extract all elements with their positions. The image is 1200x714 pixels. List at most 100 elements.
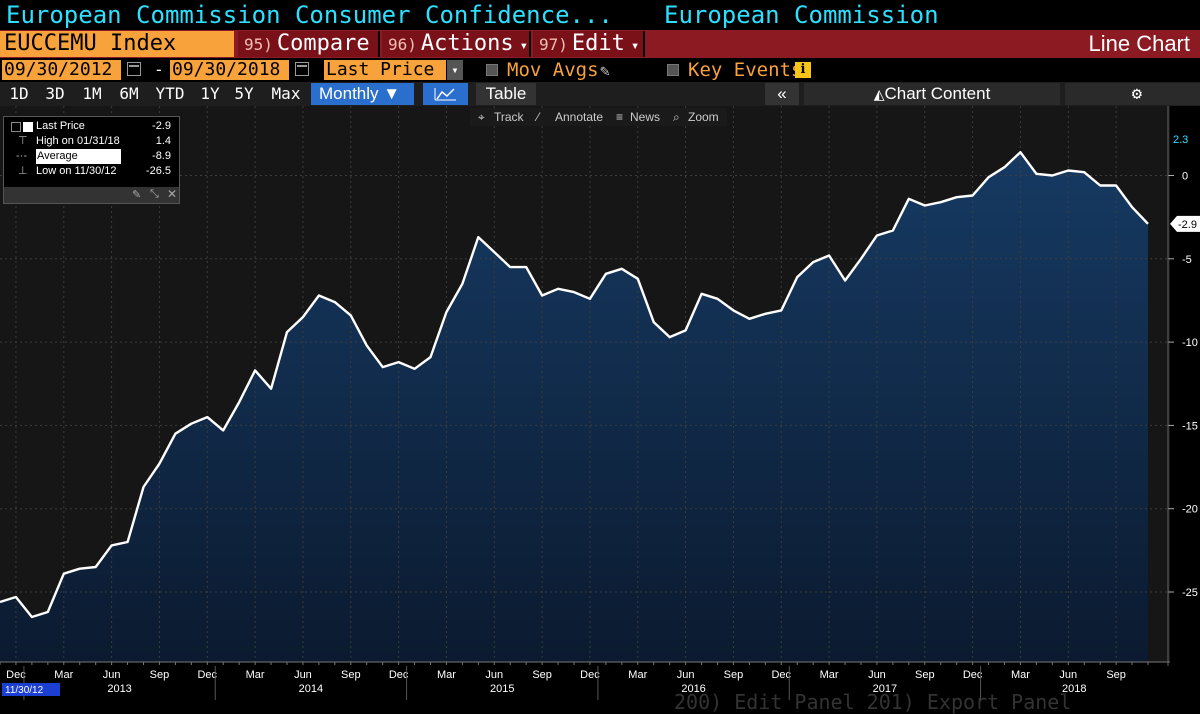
- legend-row-average: -·- Average -8.9: [4, 149, 179, 164]
- x-month-label: Dec: [389, 669, 409, 681]
- x-month-label: Dec: [6, 669, 26, 681]
- chart-content-icon: ◭: [873, 86, 885, 102]
- ticker-field[interactable]: EUCCEMU Index: [0, 31, 234, 57]
- period-3d[interactable]: 3D: [45, 84, 65, 103]
- x-year-label: 2018: [1062, 683, 1086, 695]
- x-month-label: Dec: [580, 669, 600, 681]
- top-label-bg: [1170, 132, 1200, 146]
- zoom-button[interactable]: Zoom: [688, 110, 719, 124]
- high-marker-icon: ⊤: [18, 135, 28, 147]
- legend-low-value: -26.5: [145, 165, 171, 177]
- period-1m[interactable]: 1M: [82, 84, 102, 103]
- x-month-label: Mar: [820, 669, 839, 681]
- x-month-label: Jun: [868, 669, 886, 681]
- x-year-label: 2017: [873, 683, 897, 695]
- crosshair-icon[interactable]: ⌖: [478, 110, 485, 124]
- x-month-label: Mar: [628, 669, 647, 681]
- x-month-label: Mar: [437, 669, 456, 681]
- period-6m[interactable]: 6M: [119, 84, 139, 103]
- shrink-icon[interactable]: ⤡: [150, 188, 159, 200]
- x-month-label: Mar: [246, 669, 265, 681]
- chart-content-button[interactable]: ◭Chart Content: [804, 83, 1060, 105]
- track-button[interactable]: Track: [494, 110, 524, 124]
- last-price-label: -2.9: [1178, 219, 1197, 231]
- news-icon[interactable]: ≡: [616, 110, 624, 124]
- period-ytd[interactable]: YTD: [155, 84, 185, 103]
- period-5y[interactable]: 5Y: [234, 84, 254, 103]
- period-1y[interactable]: 1Y: [200, 84, 220, 103]
- table-button[interactable]: Table: [476, 83, 536, 105]
- news-button[interactable]: News: [630, 110, 661, 124]
- legend-last-price-label: Last Price: [36, 120, 85, 132]
- toolbar: EUCCEMU Index 95) Compare 96) Actions ▾ 97)…: [0, 30, 1200, 58]
- compare-button[interactable]: 95) Compare: [238, 31, 380, 57]
- chevron-down-icon[interactable]: ▾: [447, 60, 463, 80]
- period-1d[interactable]: 1D: [9, 84, 29, 103]
- bottom-function-strip: 200) Edit Panel 201) Export Panel: [674, 690, 1072, 714]
- pencil-icon[interactable]: ⁄: [537, 110, 540, 124]
- legend-average-label: Average: [36, 149, 121, 164]
- chevron-down-icon: ▾: [630, 38, 640, 54]
- calendar-icon[interactable]: [127, 62, 141, 76]
- period-max[interactable]: Max: [271, 84, 301, 103]
- edit-button[interactable]: 97) Edit ▾: [533, 31, 645, 57]
- start-date-label: 11/30/12: [5, 685, 44, 696]
- chart-content-label: Chart Content: [884, 84, 991, 103]
- x-month-label: Sep: [1106, 669, 1126, 681]
- y-tick-label: -10: [1182, 337, 1198, 349]
- legend-panel[interactable]: Last Price -2.9 ⊤ High on 01/31/18 1.4 -…: [3, 116, 180, 204]
- x-month-label: Sep: [341, 669, 361, 681]
- legend-high-label: High on 01/31/18: [36, 135, 120, 147]
- x-month-label: Jun: [485, 669, 503, 681]
- actions-button[interactable]: 96) Actions ▾: [382, 31, 531, 57]
- legend-line-icon: [11, 122, 21, 132]
- start-date-badge: [2, 683, 60, 696]
- y-tick-label: 0: [1182, 171, 1188, 183]
- end-date-field[interactable]: 09/30/2018: [170, 60, 289, 80]
- title-row: European Commission Consumer Confidence.…: [0, 0, 1200, 30]
- date-range-bar: 09/30/2012 - 09/30/2018 Last Price ▾ Mov…: [0, 58, 1200, 82]
- line-chart-toggle[interactable]: [423, 83, 468, 105]
- close-icon[interactable]: ✕: [167, 187, 178, 201]
- x-month-label: Jun: [1059, 669, 1077, 681]
- annotate-button[interactable]: Annotate: [555, 110, 604, 124]
- info-icon[interactable]: i: [795, 62, 811, 78]
- collapse-icon[interactable]: «: [765, 83, 799, 105]
- x-year-label: 2016: [681, 683, 705, 695]
- x-month-label: Sep: [724, 669, 744, 681]
- last-price-badge: [1170, 215, 1200, 232]
- settings-button[interactable]: ⚙: [1065, 83, 1200, 105]
- compare-number: 95): [244, 35, 273, 54]
- key-events-checkbox[interactable]: [667, 64, 679, 76]
- period-bar: 1D 3D 1M 6M YTD 1Y 5Y Max Monthly ▼ Tabl…: [0, 82, 1200, 106]
- pin-icon[interactable]: ✎: [132, 189, 142, 201]
- x-year-label: 2015: [490, 683, 514, 695]
- price-field-select[interactable]: Last Price: [324, 60, 446, 80]
- calendar-icon[interactable]: [295, 62, 309, 76]
- x-axis-background: [0, 662, 1200, 703]
- x-month-label: Dec: [197, 669, 217, 681]
- mov-avgs-checkbox[interactable]: [486, 64, 498, 76]
- y-axis-top-label: 2.3: [1173, 134, 1188, 146]
- x-month-label: Sep: [915, 669, 935, 681]
- chart-tools-bar: ⌖ Track ⁄ Annotate ≡ News ⌕ Zoom: [470, 108, 727, 126]
- x-month-label: Sep: [532, 669, 552, 681]
- pencil-icon[interactable]: ✎: [600, 61, 610, 80]
- area-fill: [0, 152, 1148, 662]
- source-title: European Commission: [664, 1, 939, 29]
- legend-high-value: 1.4: [155, 135, 171, 147]
- start-date-field[interactable]: 09/30/2012: [2, 60, 121, 80]
- y-tick-label: -20: [1182, 504, 1198, 516]
- legend-row-low: ⊥ Low on 11/30/12 -26.5: [4, 164, 179, 179]
- x-month-label: Jun: [294, 669, 312, 681]
- legend-average-value: -8.9: [152, 150, 171, 162]
- security-title: European Commission Consumer Confidence.…: [6, 1, 613, 29]
- chart-area[interactable]: 0 -5 -10 -15 -20 -25 2.3 -2.9 Dec Mar Jun Sep Dec Mar…: [0, 106, 1200, 703]
- frequency-select[interactable]: Monthly ▼: [311, 83, 414, 105]
- edit-label: Edit: [571, 31, 625, 56]
- date-separator: -: [154, 60, 164, 79]
- line-chart[interactable]: 0 -5 -10 -15 -20 -25 2.3 -2.9 Dec Mar Jun Sep Dec Mar…: [0, 106, 1200, 703]
- y-tick-label: -15: [1182, 420, 1198, 432]
- zoom-icon[interactable]: ⌕: [673, 110, 680, 124]
- y-tick-label: -5: [1182, 254, 1192, 266]
